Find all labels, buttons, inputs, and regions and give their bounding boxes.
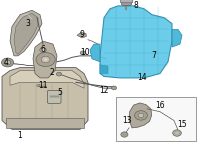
Circle shape — [80, 51, 86, 55]
Polygon shape — [13, 63, 37, 66]
Circle shape — [42, 49, 44, 51]
Text: 7: 7 — [152, 51, 156, 60]
Circle shape — [4, 60, 11, 65]
Circle shape — [135, 111, 147, 120]
Circle shape — [44, 58, 47, 61]
Circle shape — [175, 132, 179, 135]
Polygon shape — [100, 65, 108, 74]
Circle shape — [138, 113, 144, 117]
Polygon shape — [172, 29, 182, 47]
Polygon shape — [33, 41, 57, 78]
Circle shape — [41, 56, 50, 63]
FancyBboxPatch shape — [47, 90, 61, 103]
Polygon shape — [90, 44, 100, 62]
FancyBboxPatch shape — [120, 0, 133, 3]
Text: 6: 6 — [41, 45, 45, 55]
Circle shape — [2, 58, 14, 67]
Circle shape — [173, 130, 181, 136]
Polygon shape — [6, 118, 84, 128]
Text: 14: 14 — [137, 73, 147, 82]
Circle shape — [121, 132, 128, 137]
Text: 10: 10 — [80, 48, 90, 57]
Text: 15: 15 — [177, 120, 187, 130]
Text: 12: 12 — [99, 86, 109, 95]
Circle shape — [40, 48, 46, 52]
Polygon shape — [129, 103, 152, 128]
Text: 11: 11 — [38, 81, 48, 91]
Text: 3: 3 — [26, 19, 30, 28]
Text: 1: 1 — [18, 131, 22, 140]
Text: 4: 4 — [4, 58, 8, 67]
Polygon shape — [100, 6, 172, 78]
Polygon shape — [14, 13, 38, 54]
Text: 16: 16 — [155, 101, 165, 110]
Text: 8: 8 — [134, 1, 138, 10]
Polygon shape — [77, 32, 86, 38]
Text: 2: 2 — [50, 68, 54, 77]
Polygon shape — [10, 71, 84, 88]
Text: 5: 5 — [58, 88, 62, 97]
Circle shape — [36, 52, 55, 67]
Text: 9: 9 — [80, 30, 84, 40]
Circle shape — [111, 86, 117, 90]
Polygon shape — [122, 0, 132, 6]
FancyBboxPatch shape — [116, 97, 196, 141]
Circle shape — [37, 84, 40, 87]
Polygon shape — [10, 10, 42, 56]
Circle shape — [56, 72, 62, 76]
Polygon shape — [2, 68, 88, 129]
Text: 13: 13 — [122, 116, 132, 125]
